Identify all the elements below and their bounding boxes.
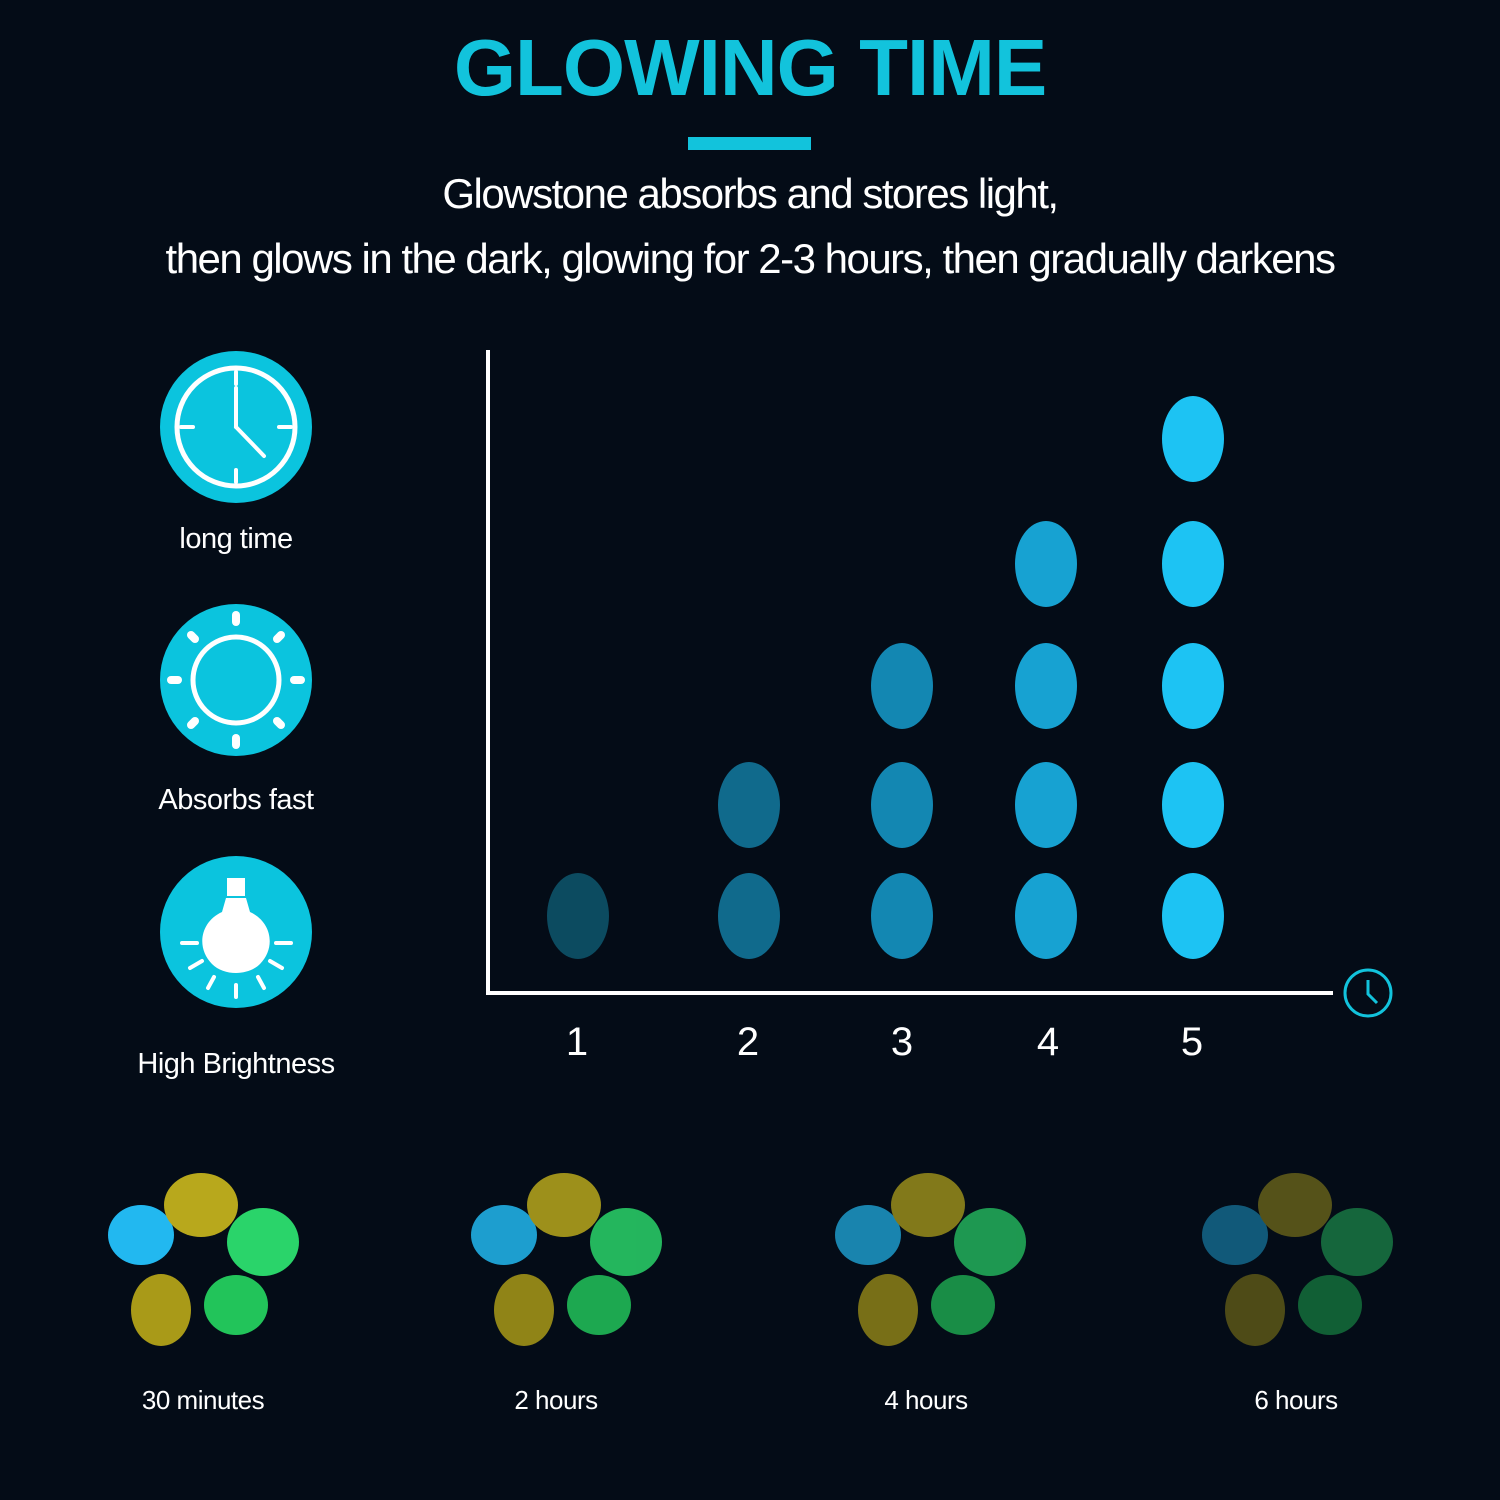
glow-stone: [858, 1274, 918, 1346]
glow-stone-mark: [547, 873, 609, 959]
glow-stone-mark: [871, 762, 933, 848]
glow-stone-mark: [1162, 521, 1224, 607]
stage-label: 2 hours: [514, 1385, 598, 1415]
glow-stone-mark: [1162, 643, 1224, 729]
glow-stone: [835, 1205, 901, 1265]
glow-stone: [1298, 1275, 1362, 1335]
glow-stone: [131, 1274, 191, 1346]
glow-stone-mark: [1162, 396, 1224, 482]
feature-label-absorbs-fast: Absorbs fast: [158, 784, 314, 816]
glow-stone-mark: [871, 873, 933, 959]
glow-stone: [1225, 1274, 1285, 1346]
glow-stone-mark: [718, 873, 780, 959]
glow-stone: [1258, 1173, 1332, 1237]
title-underline: [688, 137, 811, 150]
glow-stone-mark: [1162, 762, 1224, 848]
glow-stone-mark: [1015, 762, 1077, 848]
page-title: GLOWING TIME: [453, 23, 1047, 112]
glow-stone: [164, 1173, 238, 1237]
glow-stone: [1202, 1205, 1268, 1265]
stone-group: [835, 1173, 1026, 1346]
glow-stone: [471, 1205, 537, 1265]
x-tick-label: 1: [565, 1020, 589, 1064]
glow-stone-mark: [1015, 873, 1077, 959]
glow-stone: [204, 1275, 268, 1335]
chart-marks: [547, 396, 1224, 959]
glow-stone-mark: [1015, 521, 1077, 607]
glow-stone-mark: [1015, 643, 1077, 729]
glow-stone: [527, 1173, 601, 1237]
stone-group: [1202, 1173, 1393, 1346]
feature-label-long-time: long time: [179, 523, 293, 555]
x-tick-label: 3: [890, 1020, 914, 1064]
x-tick-label: 5: [1180, 1020, 1204, 1064]
stone-group: [471, 1173, 662, 1346]
x-tick-label: 2: [736, 1020, 760, 1064]
glow-stone: [494, 1274, 554, 1346]
glow-stone: [1321, 1208, 1393, 1276]
x-axis-clock-icon: [1343, 968, 1393, 1018]
stage-label: 4 hours: [884, 1385, 968, 1415]
glow-stone-mark: [871, 643, 933, 729]
subtitle-line-1: Glowstone absorbs and stores light,: [442, 170, 1059, 217]
glow-stone: [954, 1208, 1026, 1276]
stage-label: 30 minutes: [141, 1385, 265, 1415]
x-tick-label: 4: [1036, 1020, 1060, 1064]
light-bulb-icon: [160, 856, 312, 1008]
glow-stone: [567, 1275, 631, 1335]
sun-icon: [160, 604, 312, 756]
glow-stone: [891, 1173, 965, 1237]
stage-label: 6 hours: [1254, 1385, 1338, 1415]
glow-stone: [931, 1275, 995, 1335]
glow-stone-mark: [718, 762, 780, 848]
glow-stone: [590, 1208, 662, 1276]
glow-stone: [108, 1205, 174, 1265]
clock-icon: [160, 351, 312, 503]
stone-groups: [108, 1173, 1393, 1346]
glow-stone: [227, 1208, 299, 1276]
feature-label-high-brightness: High Brightness: [137, 1048, 335, 1080]
subtitle-line-2: then glows in the dark, glowing for 2-3 …: [165, 235, 1336, 282]
glow-stone-mark: [1162, 873, 1224, 959]
stone-group: [108, 1173, 299, 1346]
